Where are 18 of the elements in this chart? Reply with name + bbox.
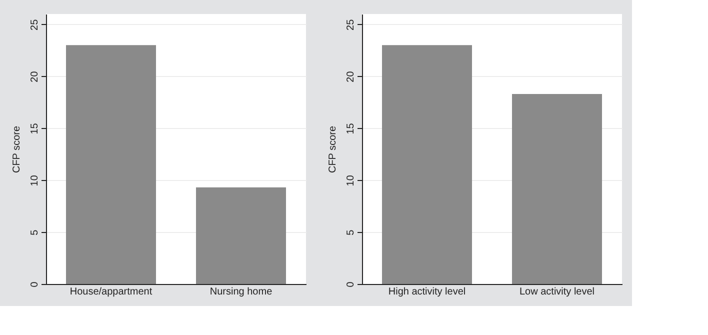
y-tick-label: 10	[30, 174, 40, 186]
y-tick-label: 0	[346, 281, 356, 288]
y-tick-label: 20	[346, 70, 356, 82]
y-tick-label: 10	[346, 174, 356, 186]
y-tick-label: 0	[30, 281, 40, 288]
y-tick-label: 20	[30, 70, 40, 82]
x-tick-label: House/appartment	[70, 286, 152, 298]
y-axis-title: CFP score	[328, 126, 338, 174]
y-tick-label: 5	[30, 229, 40, 236]
y-tick-label: 25	[30, 18, 40, 30]
x-tick-label: High activity level	[388, 286, 466, 298]
y-tick-label: 15	[346, 122, 356, 134]
x-tick-label: Nursing home	[210, 286, 273, 298]
y-tick-label: 15	[30, 122, 40, 134]
x-tick-label: Low activity level	[519, 286, 595, 298]
y-axis-title: CFP score	[12, 126, 22, 174]
y-tick-label: 25	[346, 18, 356, 30]
y-tick-label: 5	[346, 229, 356, 236]
